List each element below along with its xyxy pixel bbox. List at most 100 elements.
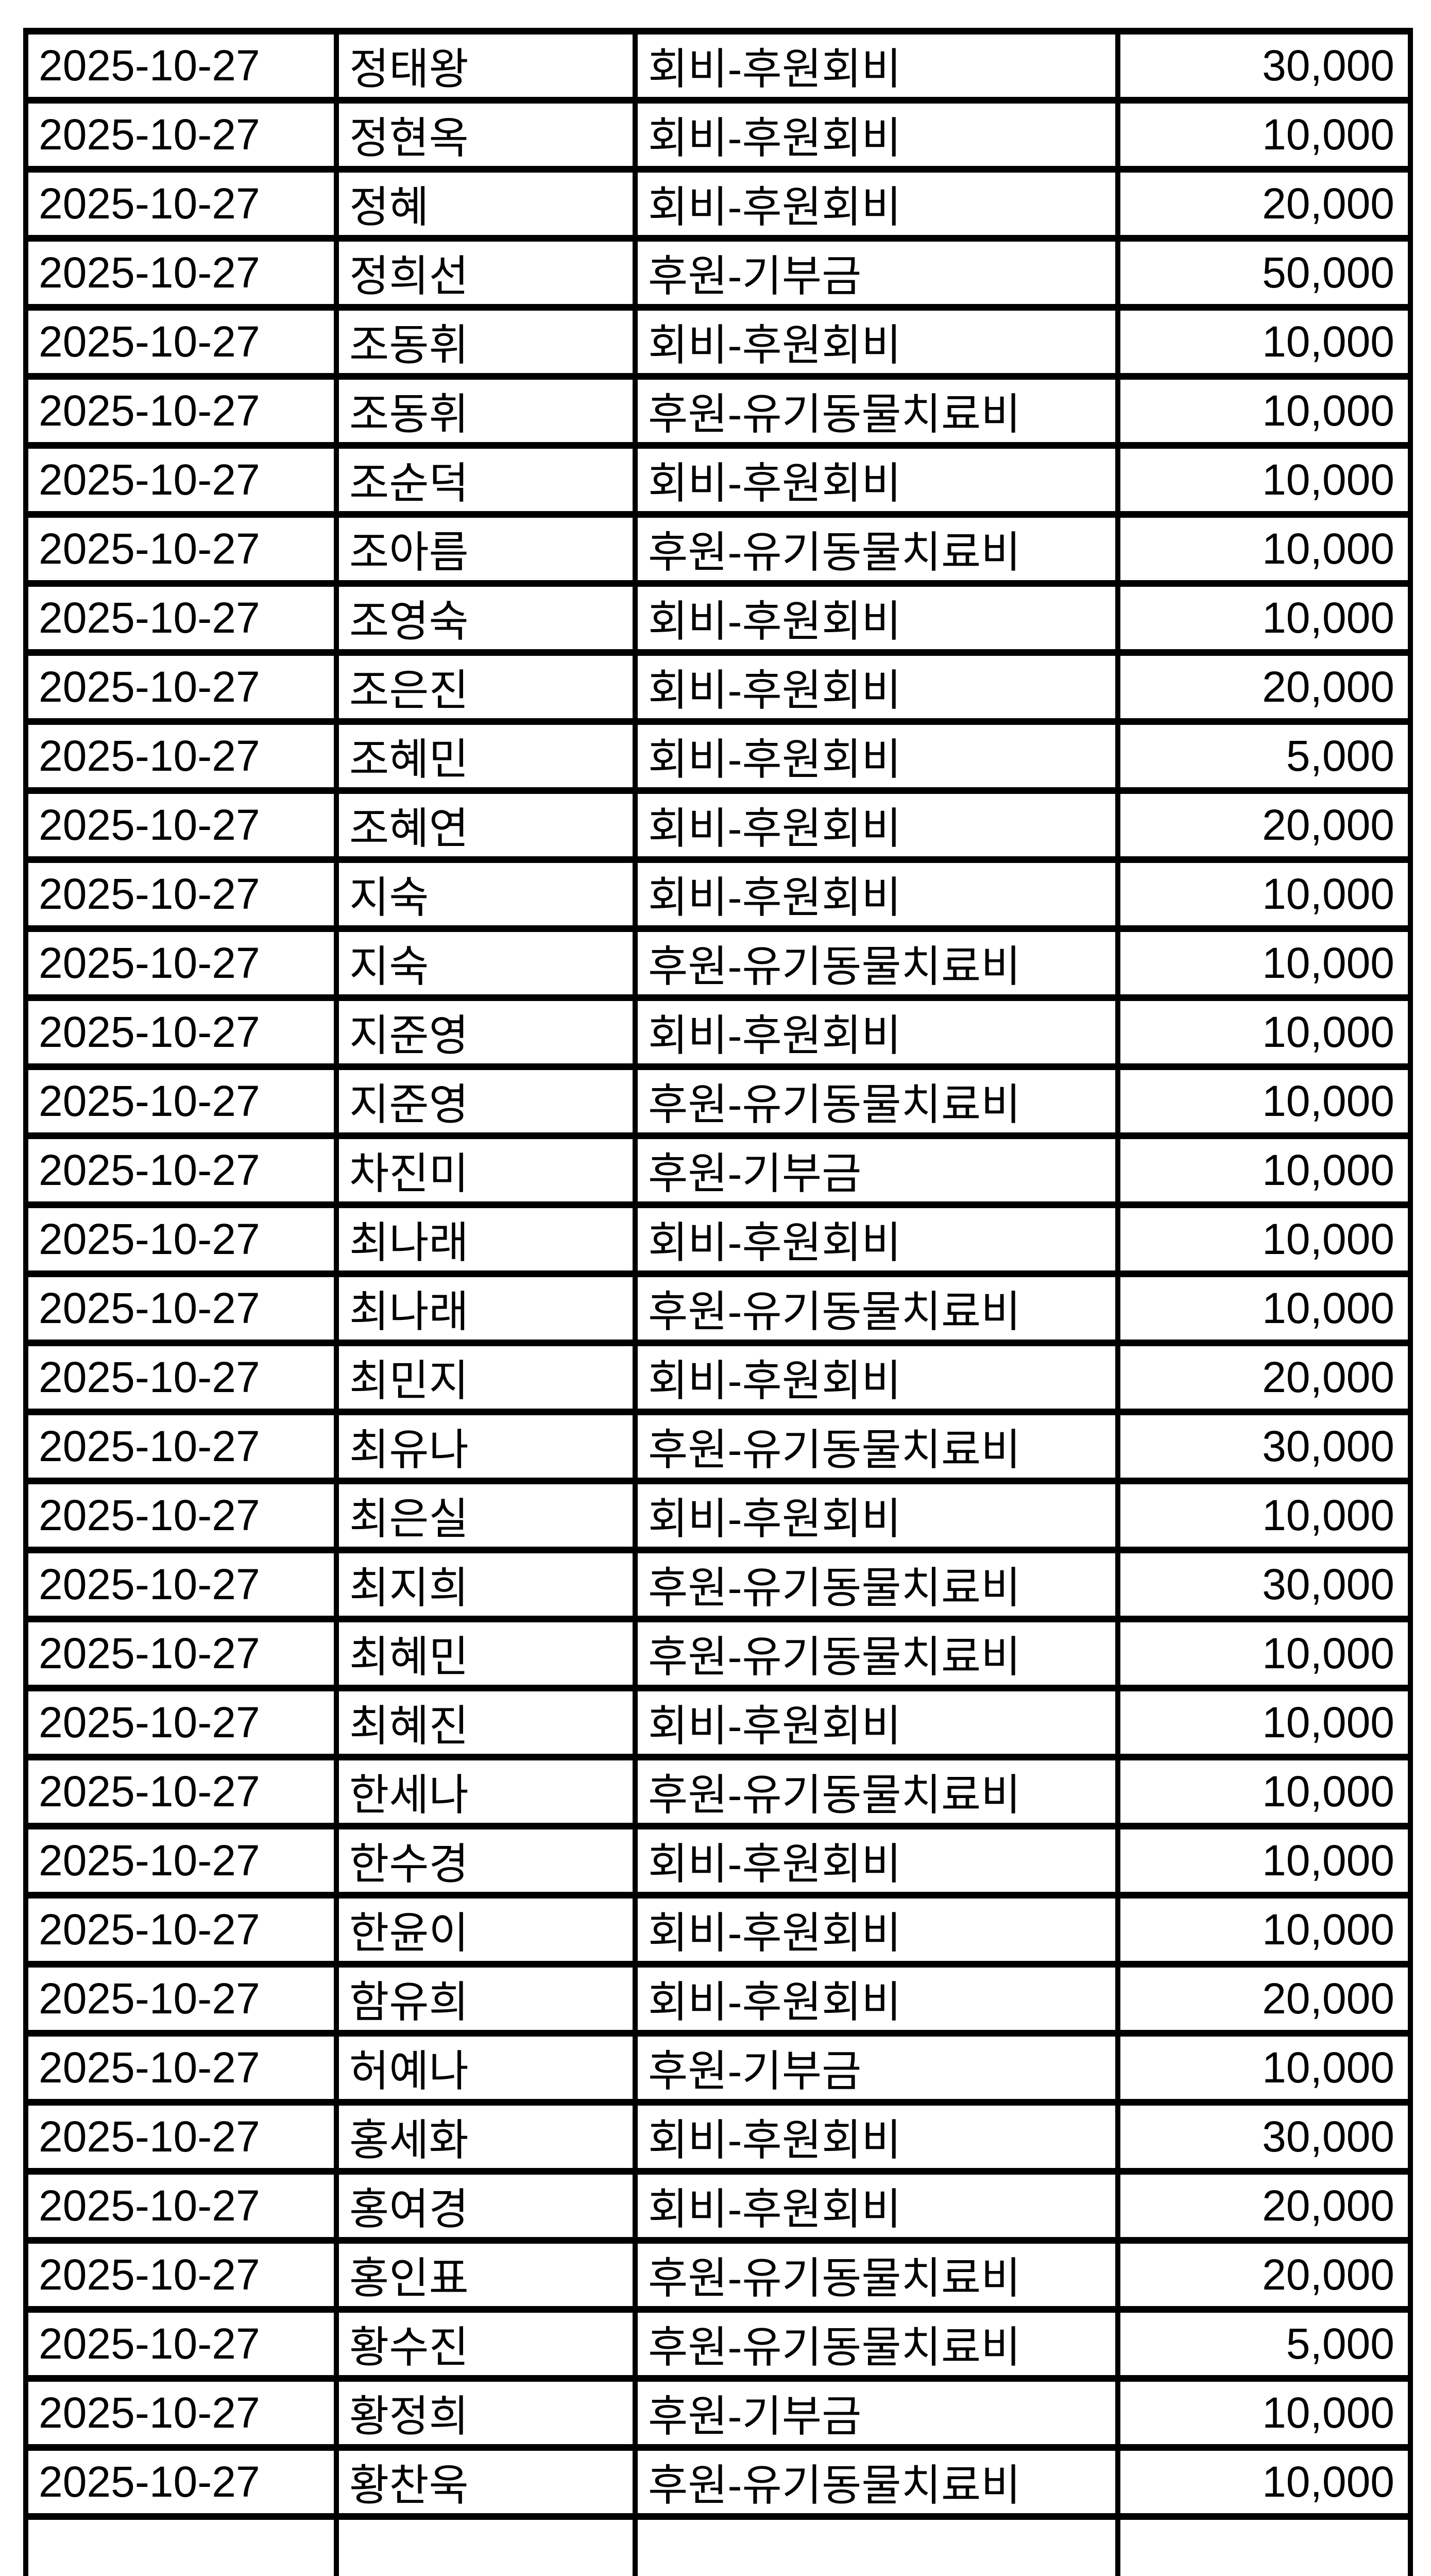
date-cell: 2025-10-27 [23, 1201, 339, 1277]
table-row: 2025-10-27 최혜민 후원-유기동물치료비 10,000 [23, 1616, 1413, 1691]
date-cell: 2025-10-27 [23, 511, 339, 587]
date-cell: 2025-10-27 [23, 1685, 339, 1760]
date-cell: 2025-10-27 [23, 580, 339, 656]
category-cell: 후원-유기동물치료비 [633, 1063, 1120, 1139]
name-cell: 홍여경 [334, 2168, 638, 2244]
name-cell: 정희선 [334, 235, 638, 311]
table-row: 2025-10-27 조순덕 회비-후원회비 10,000 [23, 442, 1413, 518]
table-row: 2025-10-27 홍세화 회비-후원회비 30,000 [23, 2099, 1413, 2175]
category-cell [633, 2513, 1120, 2576]
date-cell: 2025-10-27 [23, 1409, 339, 1484]
category-cell: 회비-후원회비 [633, 718, 1120, 794]
amount-cell: 10,000 [1115, 1823, 1413, 1899]
date-cell: 2025-10-27 [23, 2375, 339, 2451]
category-cell: 회비-후원회비 [633, 166, 1120, 242]
date-cell: 2025-10-27 [23, 97, 339, 173]
category-cell: 후원-기부금 [633, 1132, 1120, 1208]
date-cell: 2025-10-27 [23, 442, 339, 518]
name-cell: 조동휘 [334, 373, 638, 449]
amount-cell: 20,000 [1115, 2168, 1413, 2244]
table-row: 2025-10-27 정현옥 회비-후원회비 10,000 [23, 97, 1413, 173]
category-cell: 회비-후원회비 [633, 442, 1120, 518]
table-row: 2025-10-27 지준영 후원-유기동물치료비 10,000 [23, 1063, 1413, 1139]
date-cell: 2025-10-27 [23, 2030, 339, 2106]
amount-cell: 30,000 [1115, 1547, 1413, 1622]
table-row: 2025-10-27 최민지 회비-후원회비 20,000 [23, 1340, 1413, 1415]
date-cell: 2025-10-27 [23, 787, 339, 863]
table-row: 2025-10-27 조혜민 회비-후원회비 5,000 [23, 718, 1413, 794]
table-row: 2025-10-27 조영숙 회비-후원회비 10,000 [23, 580, 1413, 656]
category-cell: 회비-후원회비 [633, 1685, 1120, 1760]
name-cell: 지숙 [334, 925, 638, 1001]
table-row: 2025-10-27 지숙 후원-유기동물치료비 10,000 [23, 925, 1413, 1001]
amount-cell: 30,000 [1115, 1409, 1413, 1484]
amount-cell: 10,000 [1115, 2030, 1413, 2106]
date-cell: 2025-10-27 [23, 1961, 339, 2037]
category-cell: 회비-후원회비 [633, 787, 1120, 863]
name-cell: 함유희 [334, 1961, 638, 2037]
category-cell: 후원-유기동물치료비 [633, 1754, 1120, 1829]
table-row-empty [23, 2513, 1413, 2576]
table-row: 2025-10-27 황정희 후원-기부금 10,000 [23, 2375, 1413, 2451]
table-row: 2025-10-27 최혜진 회비-후원회비 10,000 [23, 1685, 1413, 1760]
amount-cell: 10,000 [1115, 373, 1413, 449]
date-cell: 2025-10-27 [23, 994, 339, 1070]
category-cell: 후원-유기동물치료비 [633, 1616, 1120, 1691]
amount-cell: 10,000 [1115, 994, 1413, 1070]
name-cell: 최지희 [334, 1547, 638, 1622]
category-cell: 회비-후원회비 [633, 1961, 1120, 2037]
amount-cell [1115, 2513, 1413, 2576]
date-cell: 2025-10-27 [23, 856, 339, 932]
table-row: 2025-10-27 정희선 후원-기부금 50,000 [23, 235, 1413, 311]
amount-cell: 10,000 [1115, 580, 1413, 656]
amount-cell: 10,000 [1115, 304, 1413, 380]
amount-cell: 5,000 [1115, 2306, 1413, 2382]
name-cell: 지준영 [334, 994, 638, 1070]
date-cell: 2025-10-27 [23, 2099, 339, 2175]
amount-cell: 20,000 [1115, 1961, 1413, 2037]
amount-cell: 10,000 [1115, 925, 1413, 1001]
category-cell: 회비-후원회비 [633, 28, 1120, 104]
table-row: 2025-10-27 홍여경 회비-후원회비 20,000 [23, 2168, 1413, 2244]
name-cell: 조아름 [334, 511, 638, 587]
name-cell: 조은진 [334, 649, 638, 725]
date-cell: 2025-10-27 [23, 1132, 339, 1208]
amount-cell: 10,000 [1115, 856, 1413, 932]
date-cell: 2025-10-27 [23, 1547, 339, 1622]
table-row: 2025-10-27 함유희 회비-후원회비 20,000 [23, 1961, 1413, 2037]
name-cell: 홍세화 [334, 2099, 638, 2175]
name-cell: 한수경 [334, 1823, 638, 1899]
category-cell: 후원-기부금 [633, 2030, 1120, 2106]
name-cell: 최나래 [334, 1201, 638, 1277]
table-row: 2025-10-27 차진미 후원-기부금 10,000 [23, 1132, 1413, 1208]
name-cell: 최은실 [334, 1478, 638, 1553]
category-cell: 후원-유기동물치료비 [633, 1409, 1120, 1484]
name-cell: 조혜연 [334, 787, 638, 863]
date-cell: 2025-10-27 [23, 2444, 339, 2520]
date-cell: 2025-10-27 [23, 649, 339, 725]
amount-cell: 20,000 [1115, 2237, 1413, 2313]
name-cell: 조혜민 [334, 718, 638, 794]
category-cell: 회비-후원회비 [633, 1478, 1120, 1553]
category-cell: 회비-후원회비 [633, 1201, 1120, 1277]
name-cell: 최유나 [334, 1409, 638, 1484]
table-row: 2025-10-27 황수진 후원-유기동물치료비 5,000 [23, 2306, 1413, 2382]
name-cell: 황찬욱 [334, 2444, 638, 2520]
table-row: 2025-10-27 최유나 후원-유기동물치료비 30,000 [23, 1409, 1413, 1484]
date-cell: 2025-10-27 [23, 1340, 339, 1415]
amount-cell: 10,000 [1115, 442, 1413, 518]
date-cell: 2025-10-27 [23, 1616, 339, 1691]
name-cell: 지준영 [334, 1063, 638, 1139]
category-cell: 후원-유기동물치료비 [633, 1547, 1120, 1622]
name-cell: 정현옥 [334, 97, 638, 173]
name-cell: 홍인표 [334, 2237, 638, 2313]
name-cell [334, 2513, 638, 2576]
table-row: 2025-10-27 최나래 회비-후원회비 10,000 [23, 1201, 1413, 1277]
date-cell: 2025-10-27 [23, 1478, 339, 1553]
amount-cell: 10,000 [1115, 1892, 1413, 1968]
name-cell: 최민지 [334, 1340, 638, 1415]
category-cell: 회비-후원회비 [633, 1340, 1120, 1415]
amount-cell: 10,000 [1115, 1685, 1413, 1760]
date-cell: 2025-10-27 [23, 718, 339, 794]
